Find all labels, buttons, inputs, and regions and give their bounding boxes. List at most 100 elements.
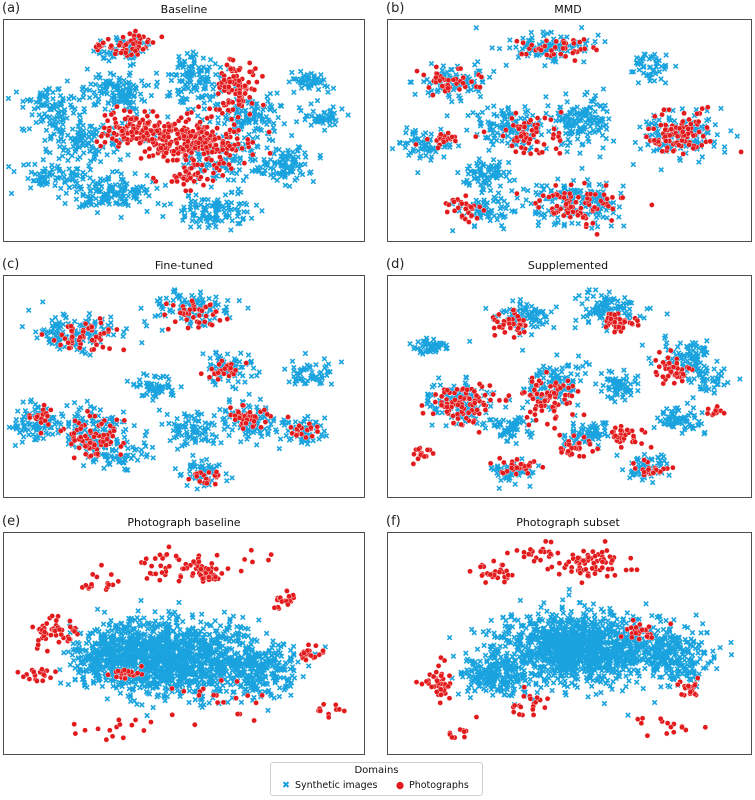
point-synthetic	[49, 431, 56, 438]
point-photograph	[288, 424, 294, 431]
point-synthetic	[224, 351, 231, 357]
point-photograph	[144, 113, 151, 119]
point-synthetic	[549, 198, 556, 205]
point-synthetic	[463, 180, 470, 187]
point-synthetic	[154, 185, 160, 192]
point-photograph	[472, 133, 479, 140]
point-synthetic	[212, 71, 219, 78]
point-synthetic	[460, 179, 467, 185]
point-synthetic	[528, 303, 535, 310]
point-photograph	[686, 142, 692, 148]
point-synthetic	[49, 102, 55, 109]
point-synthetic	[326, 108, 333, 115]
point-synthetic	[206, 64, 213, 70]
point-synthetic	[9, 424, 16, 431]
point-synthetic	[676, 155, 683, 162]
point-synthetic	[485, 164, 492, 170]
point-synthetic	[422, 342, 429, 349]
point-synthetic	[299, 171, 306, 178]
point-photograph	[188, 165, 195, 171]
point-synthetic	[562, 130, 569, 137]
point-synthetic	[164, 114, 171, 120]
point-photograph	[567, 214, 574, 220]
point-photograph	[150, 175, 157, 181]
point-synthetic	[65, 419, 72, 426]
point-synthetic	[13, 416, 20, 423]
point-synthetic	[524, 113, 530, 120]
point-photograph	[437, 131, 444, 138]
point-synthetic	[155, 200, 161, 207]
point-photograph	[68, 441, 75, 447]
point-photograph	[247, 409, 253, 416]
point-synthetic	[253, 442, 260, 448]
point-synthetic	[637, 124, 643, 130]
point-synthetic	[563, 91, 569, 97]
point-photograph	[121, 417, 128, 424]
point-synthetic	[258, 433, 265, 440]
point-photograph	[71, 455, 77, 461]
point-synthetic	[318, 72, 324, 78]
point-synthetic	[105, 100, 112, 107]
point-synthetic	[582, 41, 589, 47]
point-synthetic	[575, 130, 581, 137]
point-synthetic	[229, 169, 235, 176]
point-synthetic	[422, 130, 429, 136]
point-synthetic	[92, 81, 99, 88]
point-synthetic	[87, 403, 94, 410]
point-synthetic	[543, 314, 550, 320]
point-synthetic	[87, 188, 94, 195]
point-synthetic	[473, 25, 480, 31]
point-photograph	[440, 139, 447, 145]
point-synthetic	[298, 376, 304, 382]
point-synthetic	[666, 114, 672, 121]
point-photograph	[528, 42, 535, 48]
point-synthetic	[283, 432, 290, 439]
point-synthetic	[12, 442, 19, 449]
point-synthetic	[229, 427, 235, 433]
point-synthetic	[265, 431, 271, 438]
panel-label-e: (e)	[2, 514, 21, 529]
point-synthetic	[291, 89, 297, 96]
point-synthetic	[470, 109, 476, 116]
point-synthetic	[551, 324, 557, 331]
point-photograph	[219, 110, 226, 117]
point-synthetic	[721, 149, 728, 155]
point-synthetic	[260, 107, 266, 113]
point-photograph	[296, 422, 302, 429]
series-photographs	[93, 28, 273, 194]
point-synthetic	[182, 420, 189, 426]
point-synthetic	[572, 324, 578, 331]
point-synthetic	[59, 113, 66, 120]
point-synthetic	[321, 127, 328, 134]
point-synthetic	[120, 460, 127, 466]
point-synthetic	[167, 437, 173, 444]
point-photograph	[217, 317, 223, 324]
point-synthetic	[224, 297, 231, 304]
point-photograph	[675, 142, 682, 148]
point-synthetic	[599, 304, 606, 311]
point-synthetic	[306, 170, 313, 177]
point-synthetic	[327, 122, 333, 128]
point-synthetic	[477, 93, 484, 100]
point-synthetic	[465, 171, 472, 177]
point-photograph	[166, 123, 173, 130]
point-photograph	[420, 72, 427, 78]
point-synthetic	[51, 121, 57, 128]
point-synthetic	[473, 160, 480, 167]
point-synthetic	[73, 196, 80, 203]
point-synthetic	[530, 323, 537, 330]
point-synthetic	[248, 373, 255, 380]
point-photograph	[200, 182, 207, 188]
point-synthetic	[233, 170, 240, 177]
point-photograph	[518, 133, 524, 140]
point-synthetic	[471, 223, 478, 230]
point-photograph	[82, 443, 89, 450]
point-synthetic	[91, 89, 97, 96]
point-synthetic	[89, 418, 95, 424]
point-synthetic	[39, 91, 45, 97]
point-photograph	[468, 204, 474, 210]
point-photograph	[190, 314, 197, 321]
point-synthetic	[244, 436, 250, 442]
point-synthetic	[80, 90, 87, 97]
point-synthetic	[212, 300, 219, 306]
